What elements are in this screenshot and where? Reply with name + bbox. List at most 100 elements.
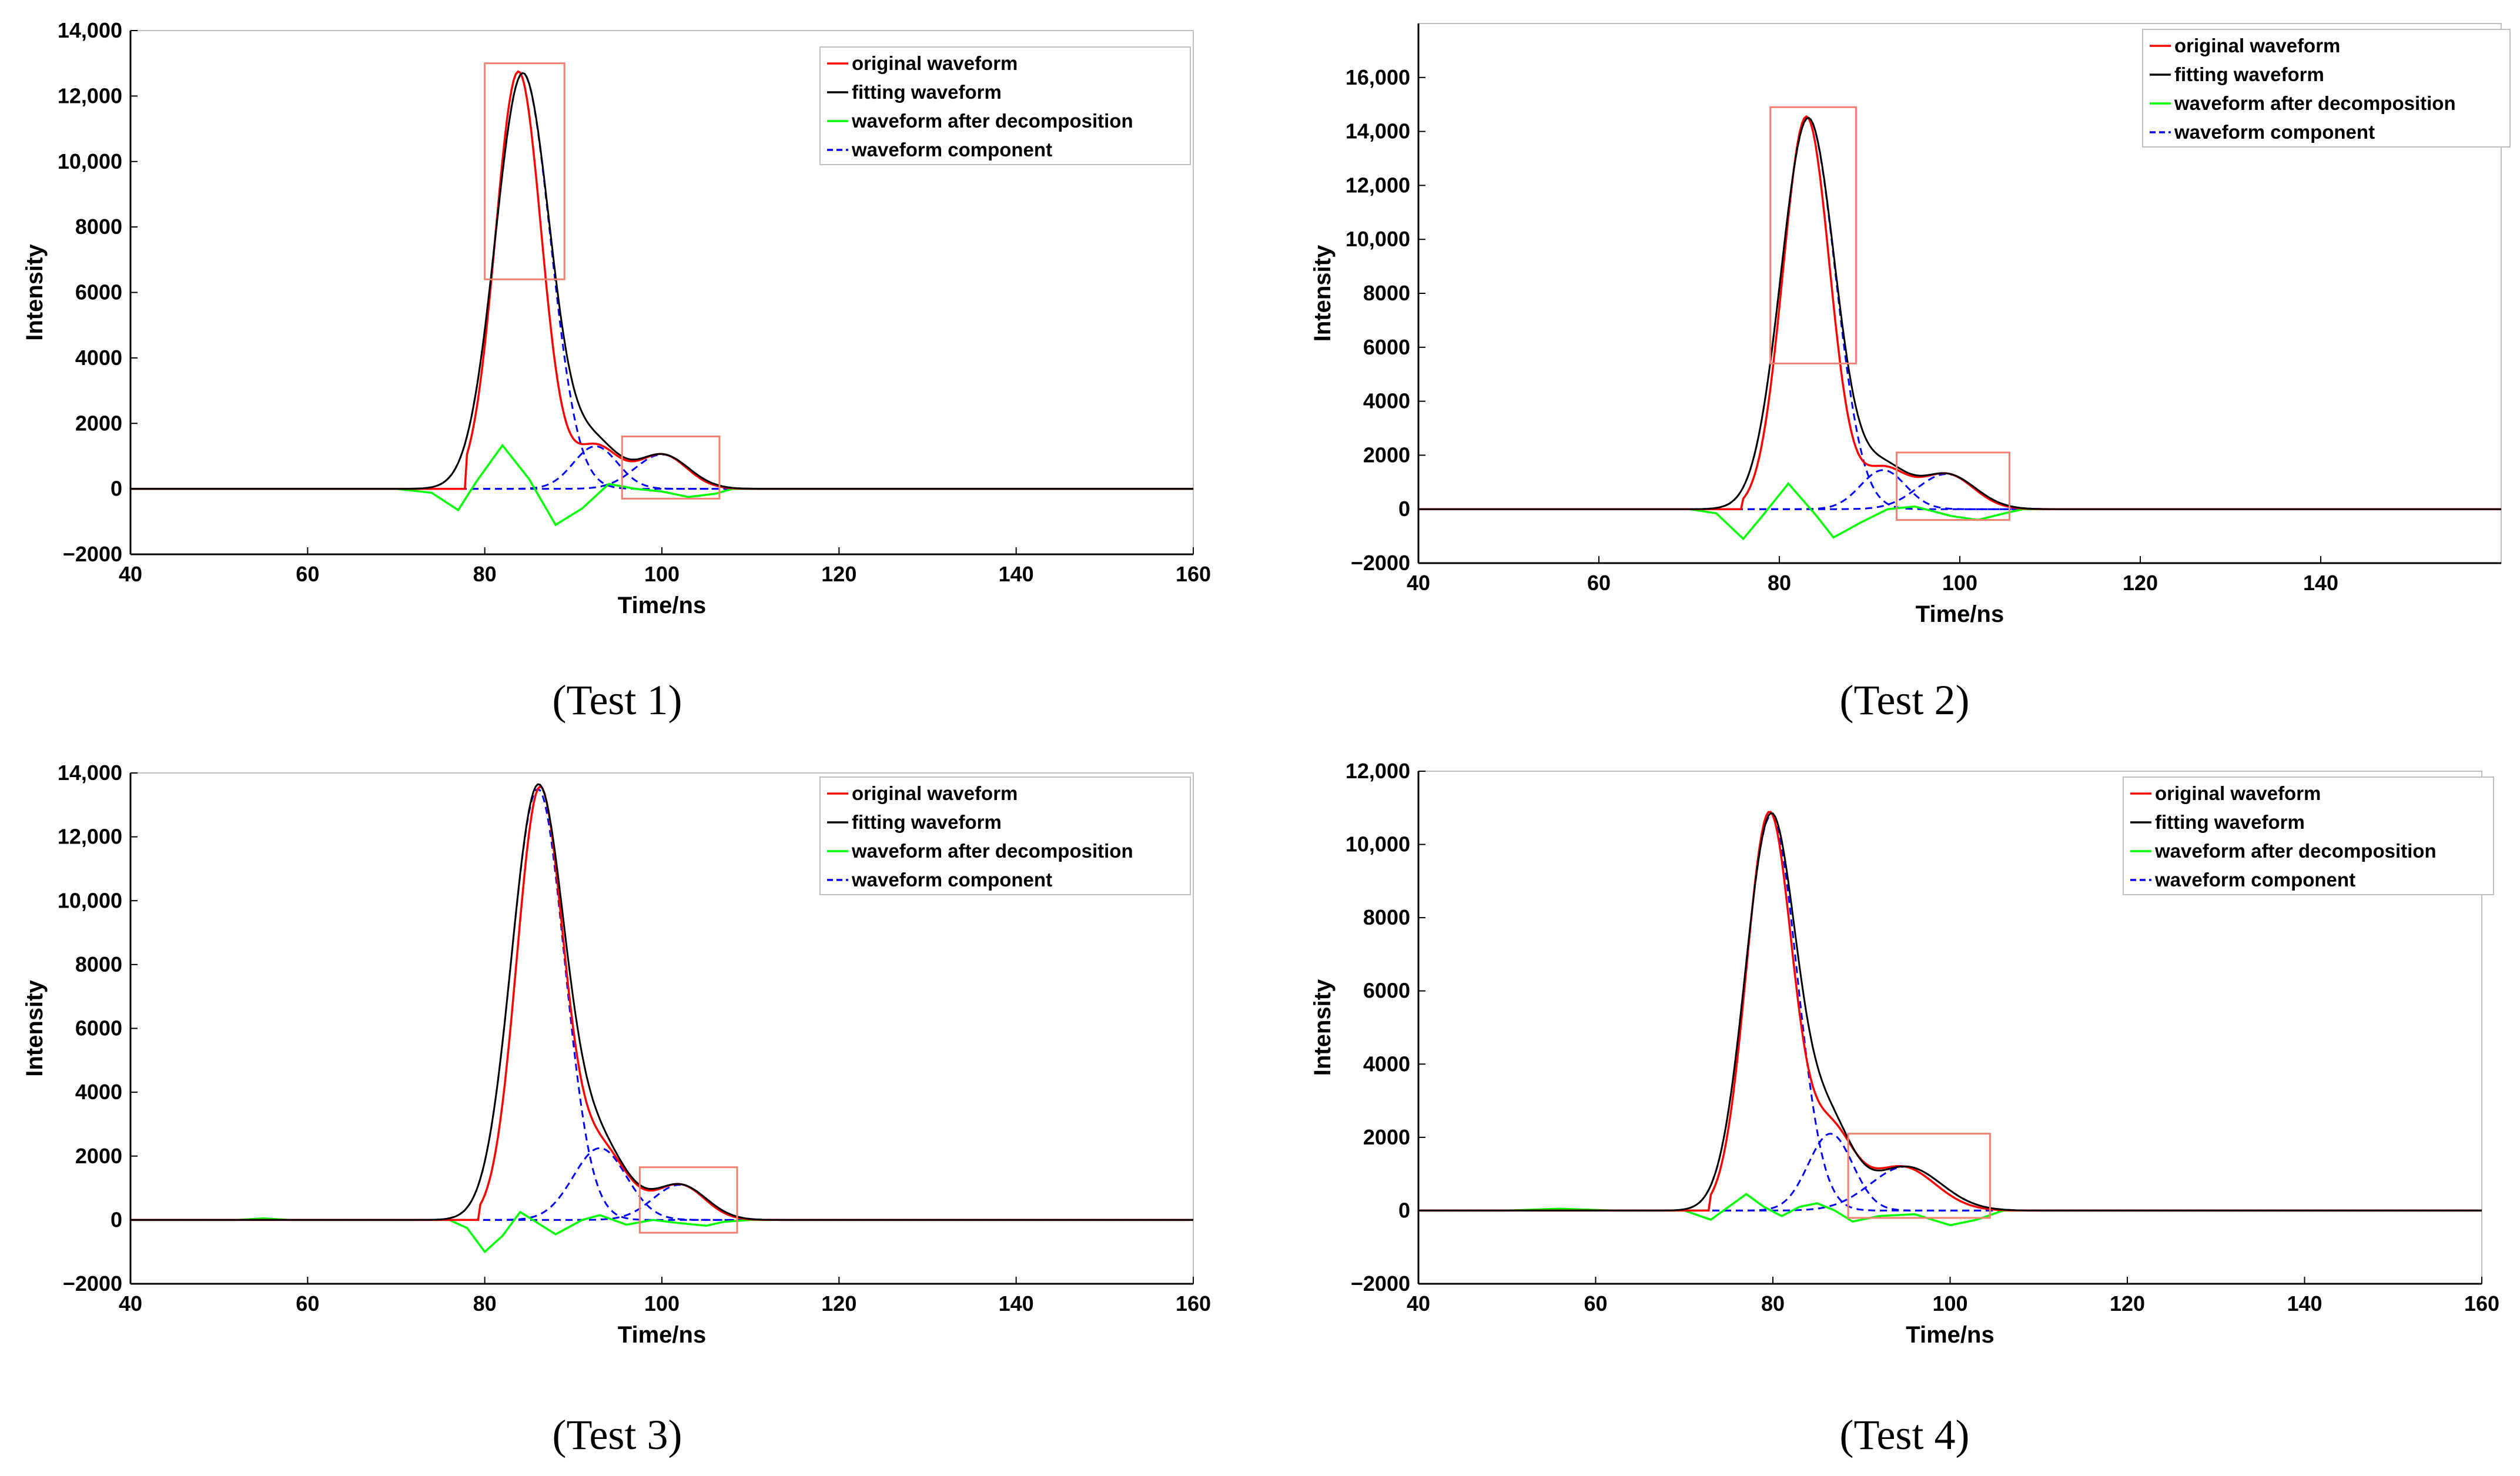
legend: original waveform fitting waveform wavefor… (2142, 29, 2511, 148)
waveform-component-line (1418, 473, 2501, 510)
x-tick-label: 40 (1407, 1291, 1430, 1316)
highlight-box (1769, 106, 1857, 364)
y-tick-label: 6000 (75, 280, 122, 304)
legend-fitting-label: fitting waveform (852, 81, 1002, 103)
x-tick-label: 120 (821, 1291, 856, 1316)
waveform-after-decomposition-line (1418, 481, 2501, 541)
chart-caption: (Test 1) (553, 677, 682, 724)
y-tick-label: 8000 (75, 952, 122, 976)
waveform-component-line (1418, 1133, 2482, 1211)
chart-caption: (Test 4) (1840, 1411, 1970, 1458)
highlight-box (1896, 451, 2010, 521)
y-tick-label: 4000 (1363, 1052, 1410, 1076)
x-tick-label: 60 (1587, 571, 1611, 595)
y-tick-label: 6000 (1363, 979, 1410, 1003)
y-tick-label: −2000 (1351, 551, 1410, 575)
x-tick-label: 80 (1761, 1291, 1785, 1316)
series-group (1418, 115, 2501, 541)
legend-decomposed-label: waveform after decomposition (851, 840, 1133, 862)
highlight-box (638, 1166, 738, 1234)
legend-box (819, 46, 1191, 165)
x-axis-title: Time/ns (618, 593, 706, 618)
legend-fitting-label: fitting waveform (2174, 63, 2324, 85)
y-tick-label: 0 (1398, 497, 1410, 521)
y-tick-label: 2000 (75, 1144, 122, 1168)
y-tick-label: 6000 (1363, 335, 1410, 359)
y-axis-title: Intensity (1310, 979, 1336, 1076)
chart-3: −2000 0 2000 4000 6000 8000 10,000 12,000 14,000… (22, 761, 1211, 1458)
x-tick-label: 80 (1768, 571, 1791, 595)
legend-component-label: waveform component (851, 869, 1052, 891)
x-axis-title: Time/ns (618, 1322, 706, 1348)
y-tick-label: 10,000 (58, 149, 122, 173)
x-tick-label: 140 (2303, 571, 2338, 595)
y-axis-title: Intensity (22, 980, 48, 1077)
y-tick-label: 0 (111, 1207, 122, 1231)
y-tick-label: 8000 (75, 215, 122, 239)
x-tick-label: 60 (1584, 1291, 1607, 1316)
y-tick-label: 6000 (75, 1016, 122, 1040)
highlight-box (1847, 1133, 1991, 1219)
legend-box (819, 777, 1191, 895)
chart-caption: (Test 2) (1840, 677, 1970, 724)
legend-original-label: original waveform (2155, 782, 2321, 804)
waveform-component-line (130, 1184, 1193, 1221)
legend-fitting-label: fitting waveform (852, 811, 1002, 833)
x-tick-label: 120 (2110, 1291, 2145, 1316)
y-tick-label: 16,000 (1346, 65, 1410, 89)
waveform-after-decomposition-line (130, 443, 1193, 527)
x-tick-label: 160 (2464, 1291, 2499, 1316)
x-axis-title: Time/ns (1906, 1322, 1994, 1348)
waveform-component-line (130, 453, 1193, 490)
y-tick-label: 14,000 (58, 761, 122, 785)
y-tick-label: 14,000 (1346, 119, 1410, 143)
y-tick-label: −2000 (1351, 1271, 1410, 1296)
legend-original-label: original waveform (2174, 35, 2340, 56)
series-group (1418, 811, 2482, 1227)
legend-box (2123, 777, 2494, 895)
y-tick-label: 14,000 (58, 18, 122, 42)
fitting-waveform-line (130, 72, 1193, 490)
y-tick-label: 2000 (1363, 1125, 1410, 1149)
chart-4: −2000 0 2000 4000 6000 8000 10,000 12,000 40 60 80… (1310, 759, 2499, 1458)
x-tick-label: 80 (473, 1291, 497, 1316)
x-tick-label: 100 (644, 562, 680, 586)
x-tick-label: 100 (1932, 1291, 1967, 1316)
y-tick-label: 12,000 (58, 825, 122, 849)
waveform-component-line (1418, 469, 2501, 510)
x-tick-label: 140 (999, 562, 1034, 586)
legend-decomposed-label: waveform after decomposition (2154, 840, 2437, 862)
legend-original-label: original waveform (852, 782, 1018, 804)
x-tick-label: 60 (296, 562, 319, 586)
series-group (130, 783, 1193, 1254)
legend-fitting-label: fitting waveform (2155, 811, 2305, 833)
y-tick-label: 8000 (1363, 281, 1410, 305)
x-tick-label: 120 (821, 562, 856, 586)
y-tick-label: 12,000 (1346, 173, 1410, 197)
x-tick-label: 100 (1942, 571, 1977, 595)
fitting-waveform-line (130, 783, 1193, 1221)
legend-decomposed-label: waveform after decomposition (2174, 92, 2456, 114)
x-tick-label: 60 (296, 1291, 319, 1316)
x-tick-label: 140 (2287, 1291, 2322, 1316)
y-tick-label: 10,000 (1346, 227, 1410, 251)
y-tick-label: 2000 (75, 411, 122, 435)
y-tick-label: 12,000 (58, 83, 122, 108)
y-tick-label: 4000 (1363, 389, 1410, 413)
legend: original waveform fitting waveform wavefor… (819, 46, 1191, 165)
legend-box (2142, 29, 2511, 148)
x-axis-title: Time/ns (1916, 601, 2004, 627)
x-tick-label: 40 (119, 1291, 142, 1316)
y-tick-label: 10,000 (1346, 832, 1410, 856)
fitting-waveform-line (1418, 812, 2482, 1211)
y-tick-label: 12,000 (1346, 759, 1410, 783)
chart-2: −2000 0 2000 4000 6000 8000 10,000 12,000 14,000… (1310, 23, 2511, 724)
legend-original-label: original waveform (852, 52, 1018, 74)
legend: original waveform fitting waveform wavefor… (819, 777, 1191, 895)
x-tick-label: 120 (2123, 571, 2158, 595)
highlight-box (621, 436, 721, 500)
waveform-component-line (1418, 1166, 2482, 1211)
chart-1: −2000 0 2000 4000 6000 8000 10,000 12,000 14,000… (22, 18, 1211, 724)
